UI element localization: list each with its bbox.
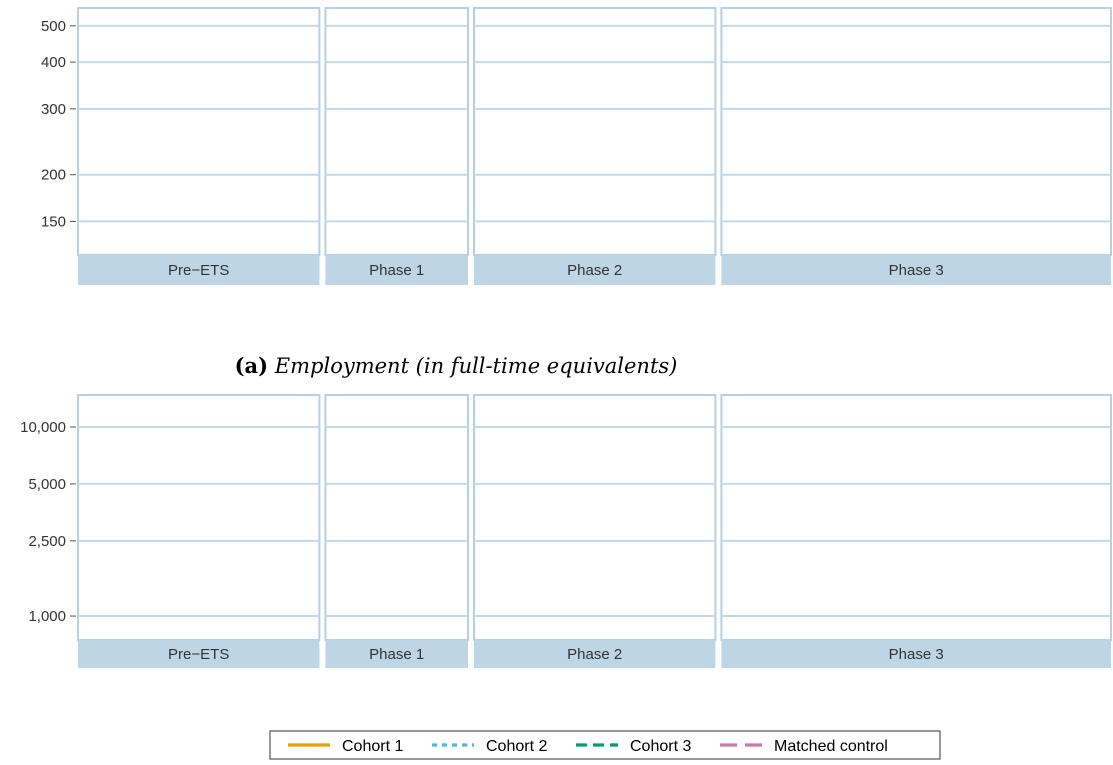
y-tick-label: 150 [41, 213, 66, 230]
panel-background [324, 394, 469, 641]
panel-strip [325, 255, 468, 285]
panel-label: Phase 1 [369, 262, 424, 279]
panel-label: Phase 1 [369, 646, 424, 663]
panel-label: Phase 2 [567, 646, 622, 663]
legend-label: Matched control [774, 738, 888, 755]
y-tick-label: 10,000 [20, 419, 66, 436]
panel-label: Phase 3 [889, 262, 944, 279]
panel-strip [474, 255, 716, 285]
y-tick-label: 200 [41, 167, 66, 184]
panel-label: Pre−ETS [168, 262, 229, 279]
legend-box [269, 730, 941, 760]
y-tick-label: 400 [41, 54, 66, 71]
panel-label: Phase 2 [567, 262, 622, 279]
legend-label: Cohort 2 [486, 738, 547, 755]
panel-background [473, 7, 717, 256]
panel-label: Pre−ETS [168, 646, 229, 663]
panel-background [720, 394, 1113, 641]
panel-strip [474, 640, 716, 668]
panel-strip [78, 255, 320, 285]
panel-background [324, 7, 469, 256]
legend-label: Cohort 3 [630, 738, 691, 755]
chart-caption: (a) Employment (in full-time equivalents… [235, 353, 678, 378]
y-tick-label: 5,000 [28, 476, 66, 493]
panel-label: Phase 3 [889, 646, 944, 663]
panel-background [473, 394, 717, 641]
caption-label: (a) [235, 353, 268, 378]
caption-title: Employment (in full-time equivalents) [274, 354, 678, 378]
panel-strip [721, 640, 1111, 668]
y-tick-label: 1,000 [28, 608, 66, 625]
panel-strip [78, 640, 320, 668]
y-tick-label: 300 [41, 101, 66, 118]
legend-label: Cohort 1 [342, 738, 403, 755]
panel-background [77, 7, 321, 256]
panel-strip [721, 255, 1111, 285]
panel-background [720, 7, 1113, 256]
panel-background [77, 394, 321, 641]
panel-strip [325, 640, 468, 668]
y-tick-label: 500 [41, 18, 66, 35]
y-tick-label: 2,500 [28, 533, 66, 550]
